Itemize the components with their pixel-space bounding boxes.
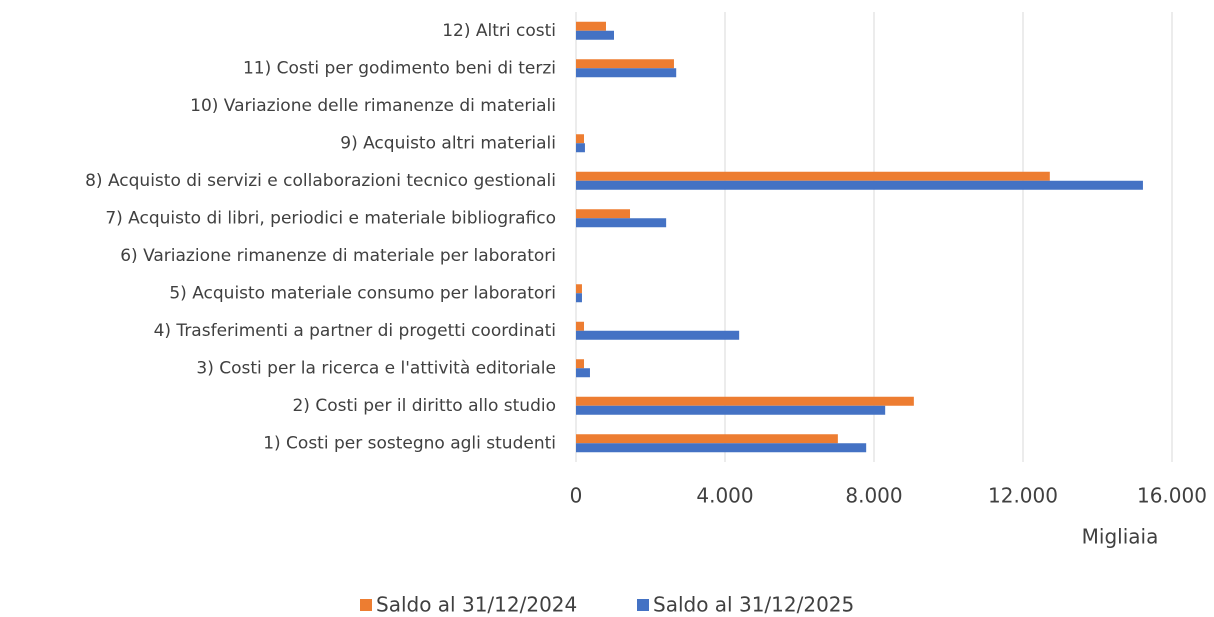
bar: [576, 218, 667, 228]
y-tick-label: 9) Acquisto altri materiali: [340, 133, 556, 153]
bar: [576, 171, 1050, 181]
x-tick-label: 0: [570, 484, 583, 508]
bar: [576, 330, 740, 340]
x-tick-label: 16.000: [1137, 484, 1207, 508]
bar: [576, 30, 614, 40]
x-tick-label: 12.000: [988, 484, 1058, 508]
x-tick-label: 8.000: [845, 484, 902, 508]
legend-swatch: [637, 599, 649, 611]
bar: [576, 443, 867, 453]
bar: [576, 359, 585, 369]
y-tick-label: 2) Costi per il diritto allo studio: [292, 396, 556, 416]
y-tick-label: 10) Variazione delle rimanenze di materi…: [190, 96, 556, 116]
y-tick-label: 1) Costi per sostegno agli studenti: [263, 433, 556, 453]
y-tick-label: 8) Acquisto di servizi e collaborazioni …: [85, 171, 556, 191]
legend-label: Saldo al 31/12/2025: [653, 593, 854, 617]
y-tick-label: 12) Altri costi: [442, 21, 556, 41]
bar: [576, 21, 606, 31]
bar: [576, 209, 631, 219]
y-tick-label: 6) Variazione rimanenze di materiale per…: [120, 246, 556, 266]
legend-label: Saldo al 31/12/2024: [376, 593, 577, 617]
bar: [576, 284, 582, 294]
x-tick-label: 4.000: [696, 484, 753, 508]
bar: [576, 59, 674, 69]
y-tick-label: 7) Acquisto di libri, periodici e materi…: [105, 208, 556, 228]
bar: [576, 293, 582, 303]
x-axis-label: Migliaia: [1082, 525, 1159, 549]
bar: [576, 180, 1143, 190]
y-tick-label: 5) Acquisto materiale consumo per labora…: [169, 283, 556, 303]
bar: [576, 68, 677, 78]
bar: [576, 396, 914, 406]
y-tick-label: 4) Trasferimenti a partner di progetti c…: [154, 321, 556, 341]
bar: [576, 143, 585, 153]
legend-swatch: [360, 599, 372, 611]
bar: [576, 405, 886, 415]
bar: [576, 434, 838, 444]
bar: [576, 321, 585, 331]
y-tick-label: 3) Costi per la ricerca e l'attività edi…: [196, 358, 556, 378]
bar: [576, 134, 585, 144]
y-tick-label: 11) Costi per godimento beni di terzi: [243, 58, 556, 78]
bar: [576, 368, 590, 378]
